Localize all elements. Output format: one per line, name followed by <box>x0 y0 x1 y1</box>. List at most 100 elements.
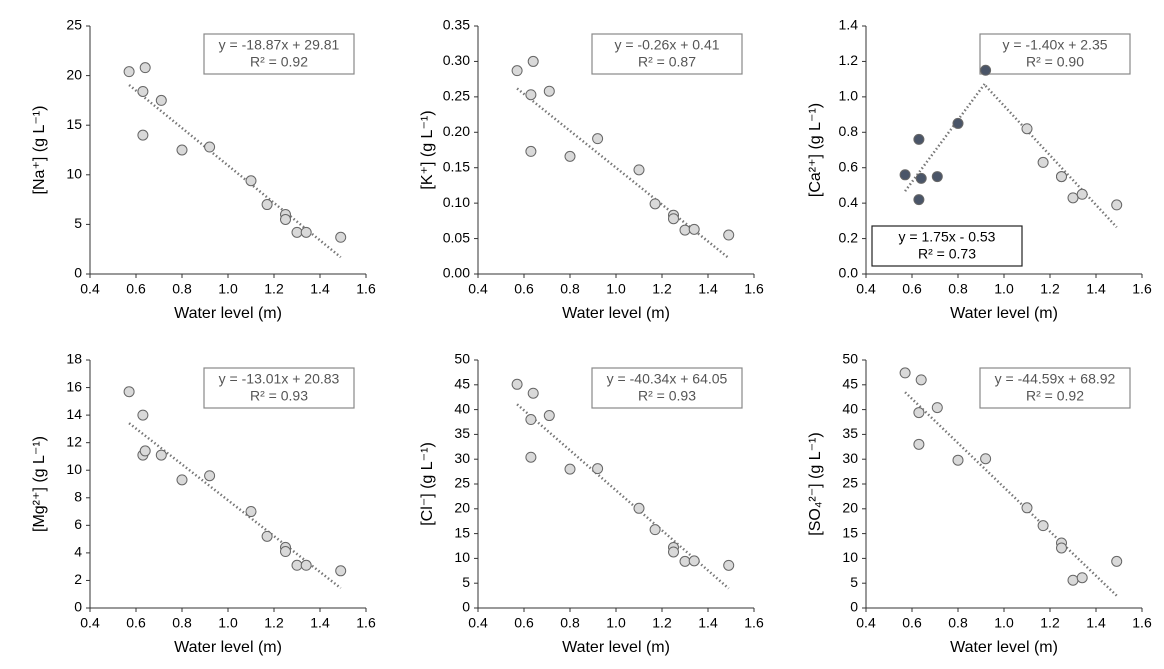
data-point <box>1037 520 1049 532</box>
data-point <box>723 229 735 241</box>
y-tick-label: 10 <box>66 461 82 477</box>
data-point <box>931 402 943 414</box>
x-tick-label: 1.2 <box>652 281 672 297</box>
equation-frame <box>871 225 1023 267</box>
y-tick-label: 0.25 <box>443 88 470 104</box>
equation-frame <box>591 367 743 409</box>
y-tick-label: 20 <box>454 500 470 516</box>
y-tick-label: 0.4 <box>839 194 859 210</box>
x-tick-label: 1.0 <box>218 615 238 631</box>
x-tick-label: 0.4 <box>80 615 100 631</box>
x-tick-label: 0.6 <box>514 281 534 297</box>
y-tick-label: 0.30 <box>443 52 470 68</box>
data-point <box>137 85 149 97</box>
x-tick-label: 1.6 <box>356 615 376 631</box>
equation: y = -40.34x + 64.05 <box>607 371 728 387</box>
y-tick-label: 0.10 <box>443 194 470 210</box>
x-tick-label: 1.4 <box>1086 281 1106 297</box>
y-tick-label: 16 <box>66 378 82 394</box>
x-tick-label: 0.8 <box>560 281 580 297</box>
x-tick-label: 1.4 <box>310 281 330 297</box>
x-tick-label: 1.6 <box>744 615 764 631</box>
y-tick-label: 15 <box>842 524 858 540</box>
x-tick-label: 1.0 <box>994 615 1014 631</box>
x-tick-label: 1.2 <box>1040 281 1060 297</box>
data-point <box>137 409 149 421</box>
x-tick-label: 0.6 <box>902 615 922 631</box>
x-tick-label: 1.2 <box>264 281 284 297</box>
y-tick-label: 45 <box>454 376 470 392</box>
data-point <box>952 117 964 129</box>
x-tick-label: 0.6 <box>126 615 146 631</box>
x-axis-title: Water level (m) <box>950 305 1058 322</box>
y-tick-label: 45 <box>842 376 858 392</box>
equation: y = -0.26x + 0.41 <box>614 37 719 53</box>
x-tick-label: 0.4 <box>856 615 876 631</box>
y-tick-label: 0 <box>850 599 858 615</box>
trendline <box>904 391 1118 597</box>
y-axis-title: [Na⁺] (g L⁻¹) <box>31 106 48 195</box>
x-tick-label: 0.6 <box>902 281 922 297</box>
data-point <box>688 555 700 567</box>
r-squared: R² = 0.93 <box>638 388 696 404</box>
data-point <box>291 559 303 571</box>
data-point <box>139 62 151 74</box>
x-tick-label: 1.6 <box>744 281 764 297</box>
data-point <box>649 524 661 536</box>
data-point <box>204 141 216 153</box>
panel: 0 2 4 6 8 10 12 14 16 18 0.4 0.6 0.8 1.0 1.2 1.4 1.6 Wate… <box>31 351 376 657</box>
y-tick-label: 1.2 <box>839 52 859 68</box>
data-point <box>913 194 925 206</box>
data-point <box>633 502 645 514</box>
trendline <box>128 84 342 259</box>
y-axis-title: [K⁺] (g L⁻¹) <box>419 110 436 189</box>
data-point <box>1067 192 1079 204</box>
y-tick-label: 10 <box>842 549 858 565</box>
data-point <box>679 555 691 567</box>
y-tick-label: 0.00 <box>443 265 470 281</box>
data-point <box>980 64 992 76</box>
y-tick-label: 0.05 <box>443 229 470 245</box>
trendline <box>516 403 730 590</box>
data-point <box>123 66 135 78</box>
data-point <box>176 144 188 156</box>
data-point <box>300 559 312 571</box>
trendline <box>516 87 730 259</box>
data-point <box>527 55 539 67</box>
x-tick-label: 1.0 <box>994 281 1014 297</box>
x-tick-label: 1.0 <box>606 615 626 631</box>
data-point <box>176 474 188 486</box>
y-tick-label: 1.0 <box>839 88 859 104</box>
y-tick-label: 30 <box>454 450 470 466</box>
data-point <box>291 226 303 238</box>
data-point <box>913 407 925 419</box>
x-axis-title: Water level (m) <box>562 639 670 656</box>
data-point <box>952 454 964 466</box>
y-tick-label: 40 <box>842 400 858 416</box>
equation: y = -44.59x + 68.92 <box>995 371 1116 387</box>
equation: y = -1.40x + 2.35 <box>1002 37 1107 53</box>
data-point <box>137 129 149 141</box>
x-tick-label: 1.4 <box>698 281 718 297</box>
x-tick-label: 0.6 <box>514 615 534 631</box>
x-tick-label: 0.4 <box>856 281 876 297</box>
data-point <box>915 172 927 184</box>
y-tick-label: 2 <box>74 571 82 587</box>
data-point <box>668 213 679 225</box>
y-axis-title: [Mg²⁺] (g L⁻¹) <box>31 436 48 532</box>
x-tick-label: 1.2 <box>1040 615 1060 631</box>
data-point <box>543 410 555 422</box>
y-tick-label: 15 <box>66 116 82 132</box>
data-point <box>1111 555 1123 567</box>
x-tick-label: 0.4 <box>468 615 488 631</box>
data-point <box>723 559 735 571</box>
equation-frame <box>203 33 355 75</box>
equation-frame <box>979 33 1131 75</box>
y-axis-title: [Ca²⁺] (g L⁻¹) <box>807 103 824 197</box>
x-tick-label: 1.2 <box>264 615 284 631</box>
y-tick-label: 4 <box>74 544 82 560</box>
data-point <box>139 445 151 457</box>
equation-frame <box>979 367 1131 409</box>
r-squared: R² = 0.73 <box>918 246 976 262</box>
